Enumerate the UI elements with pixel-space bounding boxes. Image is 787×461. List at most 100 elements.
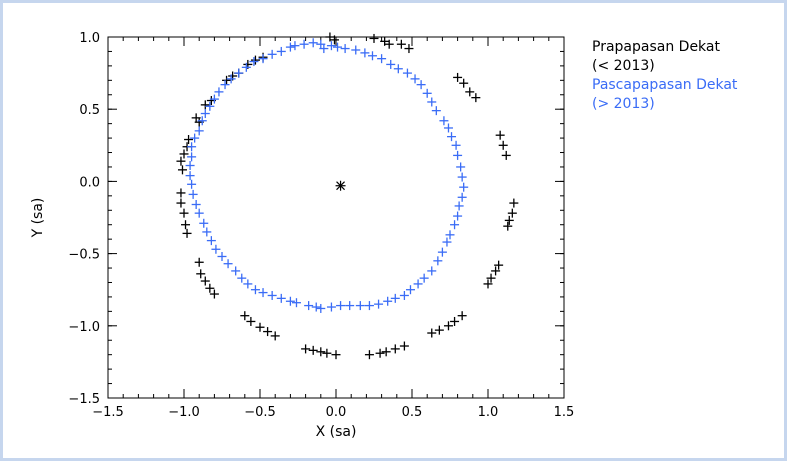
legend-entry-series-1-line-0: Pascapapasan Dekat (592, 77, 738, 93)
data-point-series-1 (223, 259, 233, 269)
data-point-series-0 (316, 347, 326, 357)
data-point-series-0 (179, 208, 189, 218)
x-tick-label: −1.0 (168, 405, 200, 420)
data-point-series-0 (325, 32, 335, 42)
data-point-series-1 (185, 171, 195, 181)
data-point-series-0 (246, 316, 256, 326)
data-point-series-1 (386, 59, 396, 69)
data-point-series-0 (200, 100, 210, 110)
data-point-series-1 (367, 51, 377, 61)
data-point-series-0 (329, 35, 339, 45)
data-point-series-1 (416, 80, 426, 90)
data-point-series-1 (319, 44, 329, 54)
x-tick-label: 0.0 (326, 405, 347, 420)
data-point-series-0 (450, 316, 460, 326)
data-point-series-0 (509, 198, 519, 208)
data-point-series-1 (276, 46, 286, 56)
data-point-series-1 (249, 57, 259, 67)
legend-entry-series-0-line-1: (< 2013) (592, 58, 655, 74)
y-tick-label: −1.5 (68, 392, 100, 407)
legend: Prapapasan Dekat (< 2013) Pascapapasan D… (592, 38, 737, 114)
y-tick-label: 1.0 (79, 31, 100, 46)
data-point-series-1 (211, 244, 221, 254)
data-point-series-1 (241, 62, 251, 72)
data-point-series-0 (491, 266, 501, 276)
data-point-series-1 (427, 97, 437, 107)
data-point-series-0 (205, 283, 215, 293)
data-point-series-1 (326, 302, 336, 312)
data-point-series-0 (457, 311, 467, 321)
data-point-series-1 (422, 88, 432, 98)
data-point-series-1 (291, 298, 301, 308)
data-point-series-0 (399, 341, 409, 351)
data-point-series-0 (255, 322, 265, 332)
legend-entry-series-1-line-1: (> 2013) (592, 96, 655, 112)
data-point-series-1 (364, 301, 374, 311)
data-point-series-1 (209, 94, 219, 104)
data-point-series-1 (393, 64, 403, 74)
data-point-series-1 (437, 247, 447, 257)
data-point-series-1 (206, 236, 216, 246)
data-point-series-1 (187, 179, 197, 189)
data-point-series-1 (390, 293, 400, 303)
data-point-series-1 (433, 256, 443, 266)
data-point-series-1 (237, 273, 247, 283)
data-point-series-1 (336, 301, 346, 311)
data-point-series-1 (351, 45, 361, 55)
x-tick-label: 1.5 (554, 405, 575, 420)
data-point-series-0 (404, 44, 414, 54)
data-point-series-1 (439, 116, 449, 126)
y-tick-label: −0.5 (68, 248, 100, 263)
data-point-series-0 (453, 72, 463, 82)
data-point-series-0 (301, 344, 311, 354)
data-point-series-1 (243, 279, 253, 289)
data-point-series-1 (197, 116, 207, 126)
data-point-series-1 (402, 68, 412, 78)
data-point-series-1 (285, 42, 295, 52)
data-point-series-0 (390, 344, 400, 354)
data-point-series-1 (374, 299, 384, 309)
data-point-series-1 (419, 273, 429, 283)
data-point-series-1 (316, 303, 326, 313)
data-point-series-1 (445, 230, 455, 240)
data-point-series-1 (188, 189, 198, 199)
data-point-series-0 (434, 325, 444, 335)
data-point-series-1 (205, 101, 215, 111)
data-point-series-0 (443, 321, 453, 331)
data-point-series-1 (250, 285, 260, 295)
data-point-series-1 (231, 266, 241, 276)
x-tick-label: −0.5 (244, 405, 276, 420)
data-point-series-1 (258, 288, 268, 298)
data-point-series-0 (507, 208, 517, 218)
data-point-series-1 (427, 266, 437, 276)
data-point-series-1 (383, 296, 393, 306)
data-point-series-1 (340, 44, 350, 54)
y-axis-label: Y (sa) (30, 198, 46, 239)
data-point-series-1 (200, 109, 210, 119)
data-point-series-0 (494, 260, 504, 270)
data-point-series-0 (322, 348, 332, 358)
data-point-series-1 (453, 150, 463, 160)
data-point-series-0 (375, 348, 385, 358)
data-point-series-1 (399, 290, 409, 300)
data-point-series-1 (234, 68, 244, 78)
data-point-series-0 (486, 273, 496, 283)
data-point-series-0 (176, 156, 186, 166)
data-point-series-0 (181, 220, 191, 230)
data-point-series-0 (471, 93, 481, 103)
data-point-series-0 (381, 347, 391, 357)
data-point-series-0 (176, 198, 186, 208)
y-tick-label: −1.0 (68, 320, 100, 335)
data-point-series-0 (176, 188, 186, 198)
data-point-series-1 (457, 172, 467, 182)
x-tick-label: −1.5 (92, 405, 124, 420)
data-point-series-0 (177, 165, 187, 175)
data-point-series-0 (495, 130, 505, 140)
data-point-series-0 (465, 87, 475, 97)
plot-area-border (107, 36, 565, 399)
data-point-series-0 (200, 276, 210, 286)
data-point-series-1 (267, 49, 277, 59)
data-point-series-1 (454, 201, 464, 211)
data-point-series-1 (187, 152, 197, 162)
data-point-series-1 (447, 132, 457, 142)
